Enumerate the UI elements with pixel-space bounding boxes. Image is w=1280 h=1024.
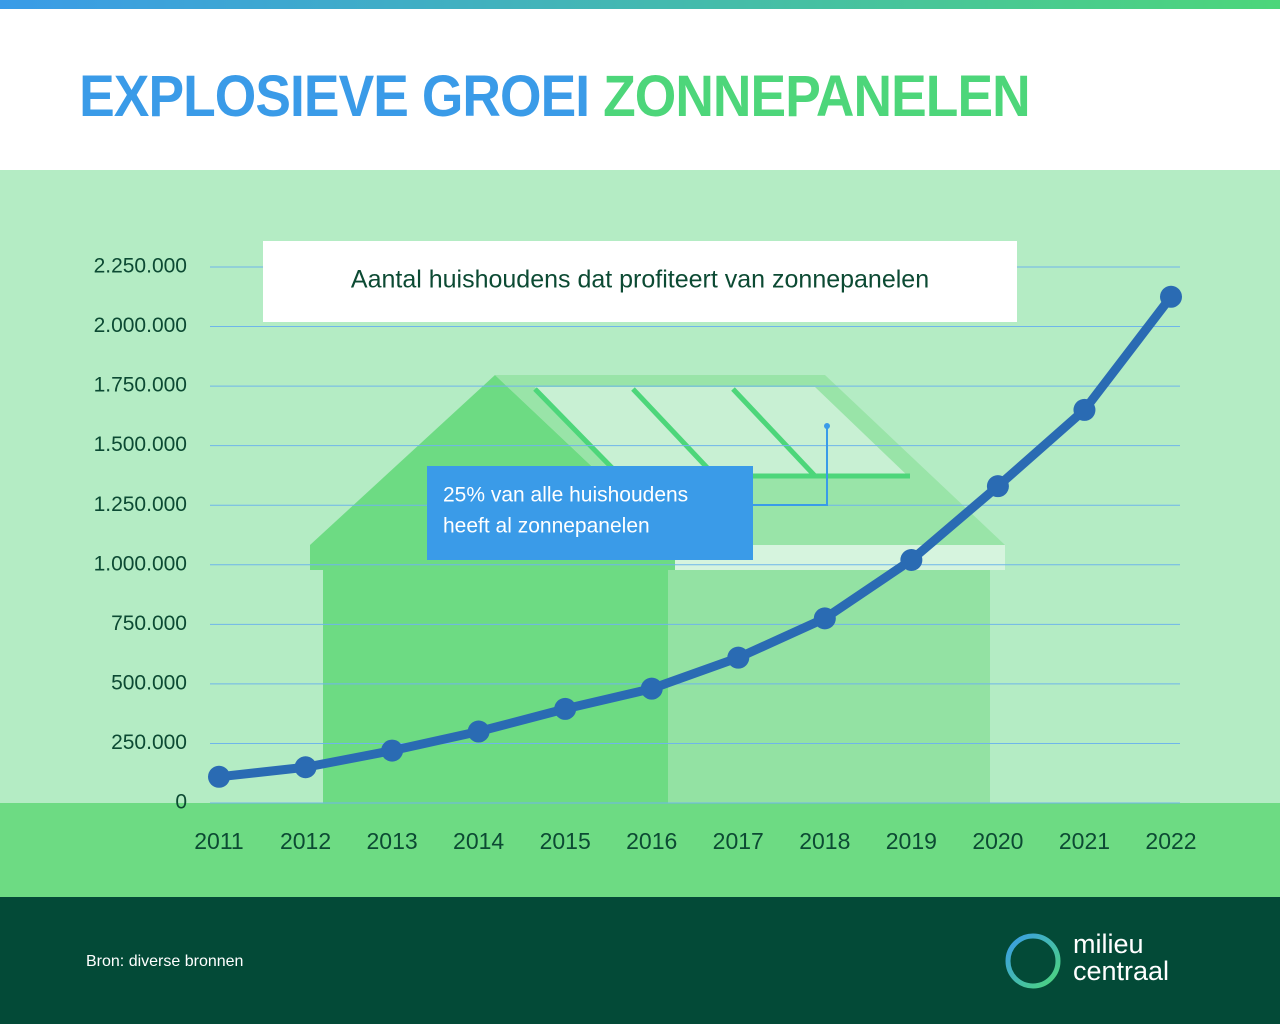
logo-ring bbox=[1005, 933, 1061, 989]
plot: 2011 2012 2013 2014 2015 2016 2017 2018 2019 2020… bbox=[194, 285, 1197, 854]
callout-dot bbox=[824, 423, 830, 429]
callout-box bbox=[427, 466, 753, 560]
data-point bbox=[640, 677, 663, 700]
grid: 0 250.000 500.000 750.000 1.000.000 1.250.000… bbox=[94, 255, 1180, 814]
title-part: ZONNEPANELEN bbox=[603, 64, 1030, 129]
title-part: EXPLOSIEVE GROEI bbox=[79, 64, 589, 129]
x-tick-label: 2021 bbox=[1059, 828, 1110, 854]
data-point bbox=[1160, 285, 1182, 308]
x-tick-label: 2016 bbox=[626, 828, 677, 854]
x-tick-label: 2022 bbox=[1145, 828, 1196, 854]
logo-text: centraal bbox=[1073, 956, 1169, 986]
logo-text: milieu bbox=[1073, 929, 1144, 959]
callout-pointer bbox=[753, 428, 828, 506]
x-axis-band bbox=[0, 803, 1280, 897]
data-point bbox=[208, 765, 230, 788]
data-point bbox=[986, 475, 1009, 498]
data-point bbox=[900, 549, 923, 572]
x-tick-label: 2020 bbox=[972, 828, 1023, 854]
data-line bbox=[214, 292, 1176, 782]
house-wall-right bbox=[668, 570, 990, 803]
page-title: EXPLOSIEVE GROEI ZONNEPANELEN bbox=[79, 64, 1030, 129]
y-tick-label: 1.250.000 bbox=[94, 493, 187, 516]
y-tick-label: 2.000.000 bbox=[94, 314, 187, 337]
y-tick-label: 750.000 bbox=[111, 612, 187, 635]
data-point bbox=[554, 697, 577, 720]
y-tick-label: 0 bbox=[175, 791, 187, 814]
data-point bbox=[727, 646, 750, 669]
y-tick-label: 1.000.000 bbox=[94, 552, 187, 575]
source: Bron: diverse bronnen bbox=[86, 953, 243, 970]
x-tick-label: 2018 bbox=[799, 828, 850, 854]
y-tick-label: 1.750.000 bbox=[94, 374, 187, 397]
y-tick-label: 500.000 bbox=[111, 671, 187, 694]
x-tick-label: 2014 bbox=[453, 828, 504, 854]
subtitle-box bbox=[263, 241, 1017, 322]
footer-bg bbox=[0, 897, 1280, 1024]
x-tick-label: 2015 bbox=[540, 828, 591, 854]
x-tick-label: 2012 bbox=[280, 828, 331, 854]
x-tick-label: 2017 bbox=[713, 828, 764, 854]
y-tick-label: 2.250.000 bbox=[94, 255, 187, 278]
house-wall-left bbox=[323, 570, 668, 803]
header-bg bbox=[0, 0, 1280, 170]
x-tick-label: 2013 bbox=[367, 828, 418, 854]
solar-panel bbox=[535, 387, 910, 478]
data-point bbox=[381, 739, 404, 762]
data-point bbox=[813, 607, 836, 630]
data-point bbox=[1073, 398, 1096, 421]
x-tick-label: 2019 bbox=[886, 828, 937, 854]
y-tick-label: 1.500.000 bbox=[94, 433, 187, 456]
y-tick-label: 250.000 bbox=[111, 731, 187, 754]
x-tick-label: 2011 bbox=[194, 828, 243, 854]
data-point bbox=[467, 720, 490, 743]
data-point bbox=[294, 756, 317, 779]
callout-text: 25% van alle huishoudens bbox=[443, 484, 688, 507]
top-bar bbox=[0, 0, 1280, 9]
callout-text: heeft al zonnepanelen bbox=[443, 515, 650, 538]
chart-subtitle: Aantal huishoudens dat profiteert van zo… bbox=[351, 266, 929, 294]
